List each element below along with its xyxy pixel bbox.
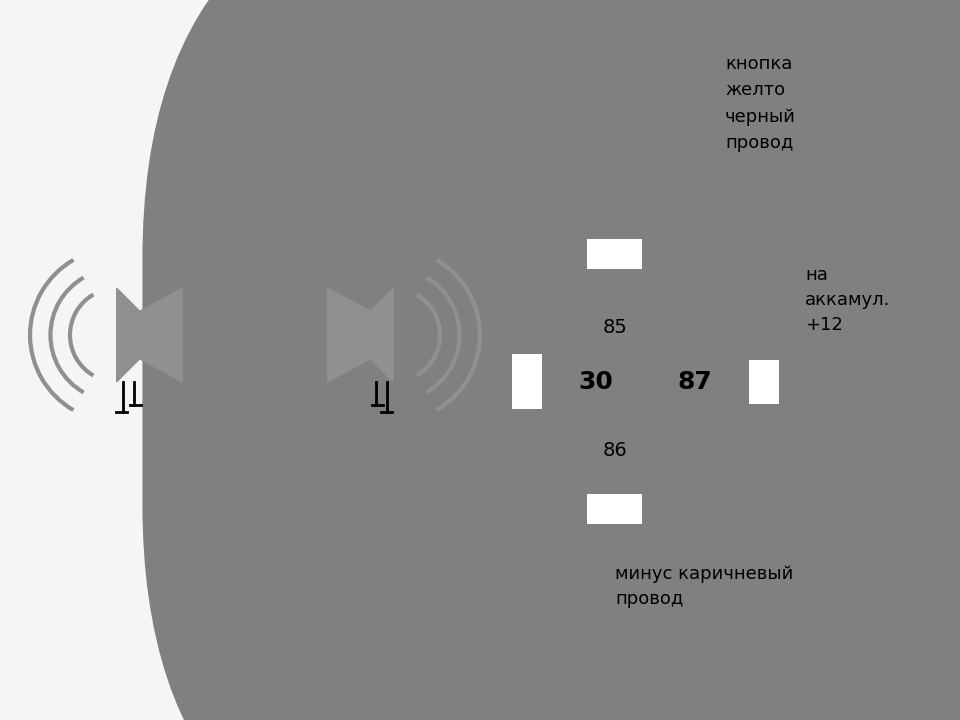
Bar bbox=[588, 494, 642, 524]
Bar bbox=[513, 354, 542, 409]
Polygon shape bbox=[371, 288, 394, 382]
Bar bbox=[588, 239, 642, 269]
FancyBboxPatch shape bbox=[142, 0, 960, 720]
Polygon shape bbox=[117, 288, 140, 382]
Polygon shape bbox=[140, 288, 182, 382]
Bar bbox=[749, 359, 779, 404]
Text: на
аккамул.
+12: на аккамул. +12 bbox=[805, 266, 890, 334]
Polygon shape bbox=[327, 288, 371, 382]
Text: 85: 85 bbox=[602, 318, 627, 337]
Text: 86: 86 bbox=[602, 441, 627, 459]
Text: минус каричневый
провод: минус каричневый провод bbox=[615, 565, 793, 608]
Text: 30: 30 bbox=[579, 369, 613, 394]
Text: 87: 87 bbox=[678, 369, 712, 394]
Text: кнопка
желто
черный
провод: кнопка желто черный провод bbox=[725, 55, 796, 152]
